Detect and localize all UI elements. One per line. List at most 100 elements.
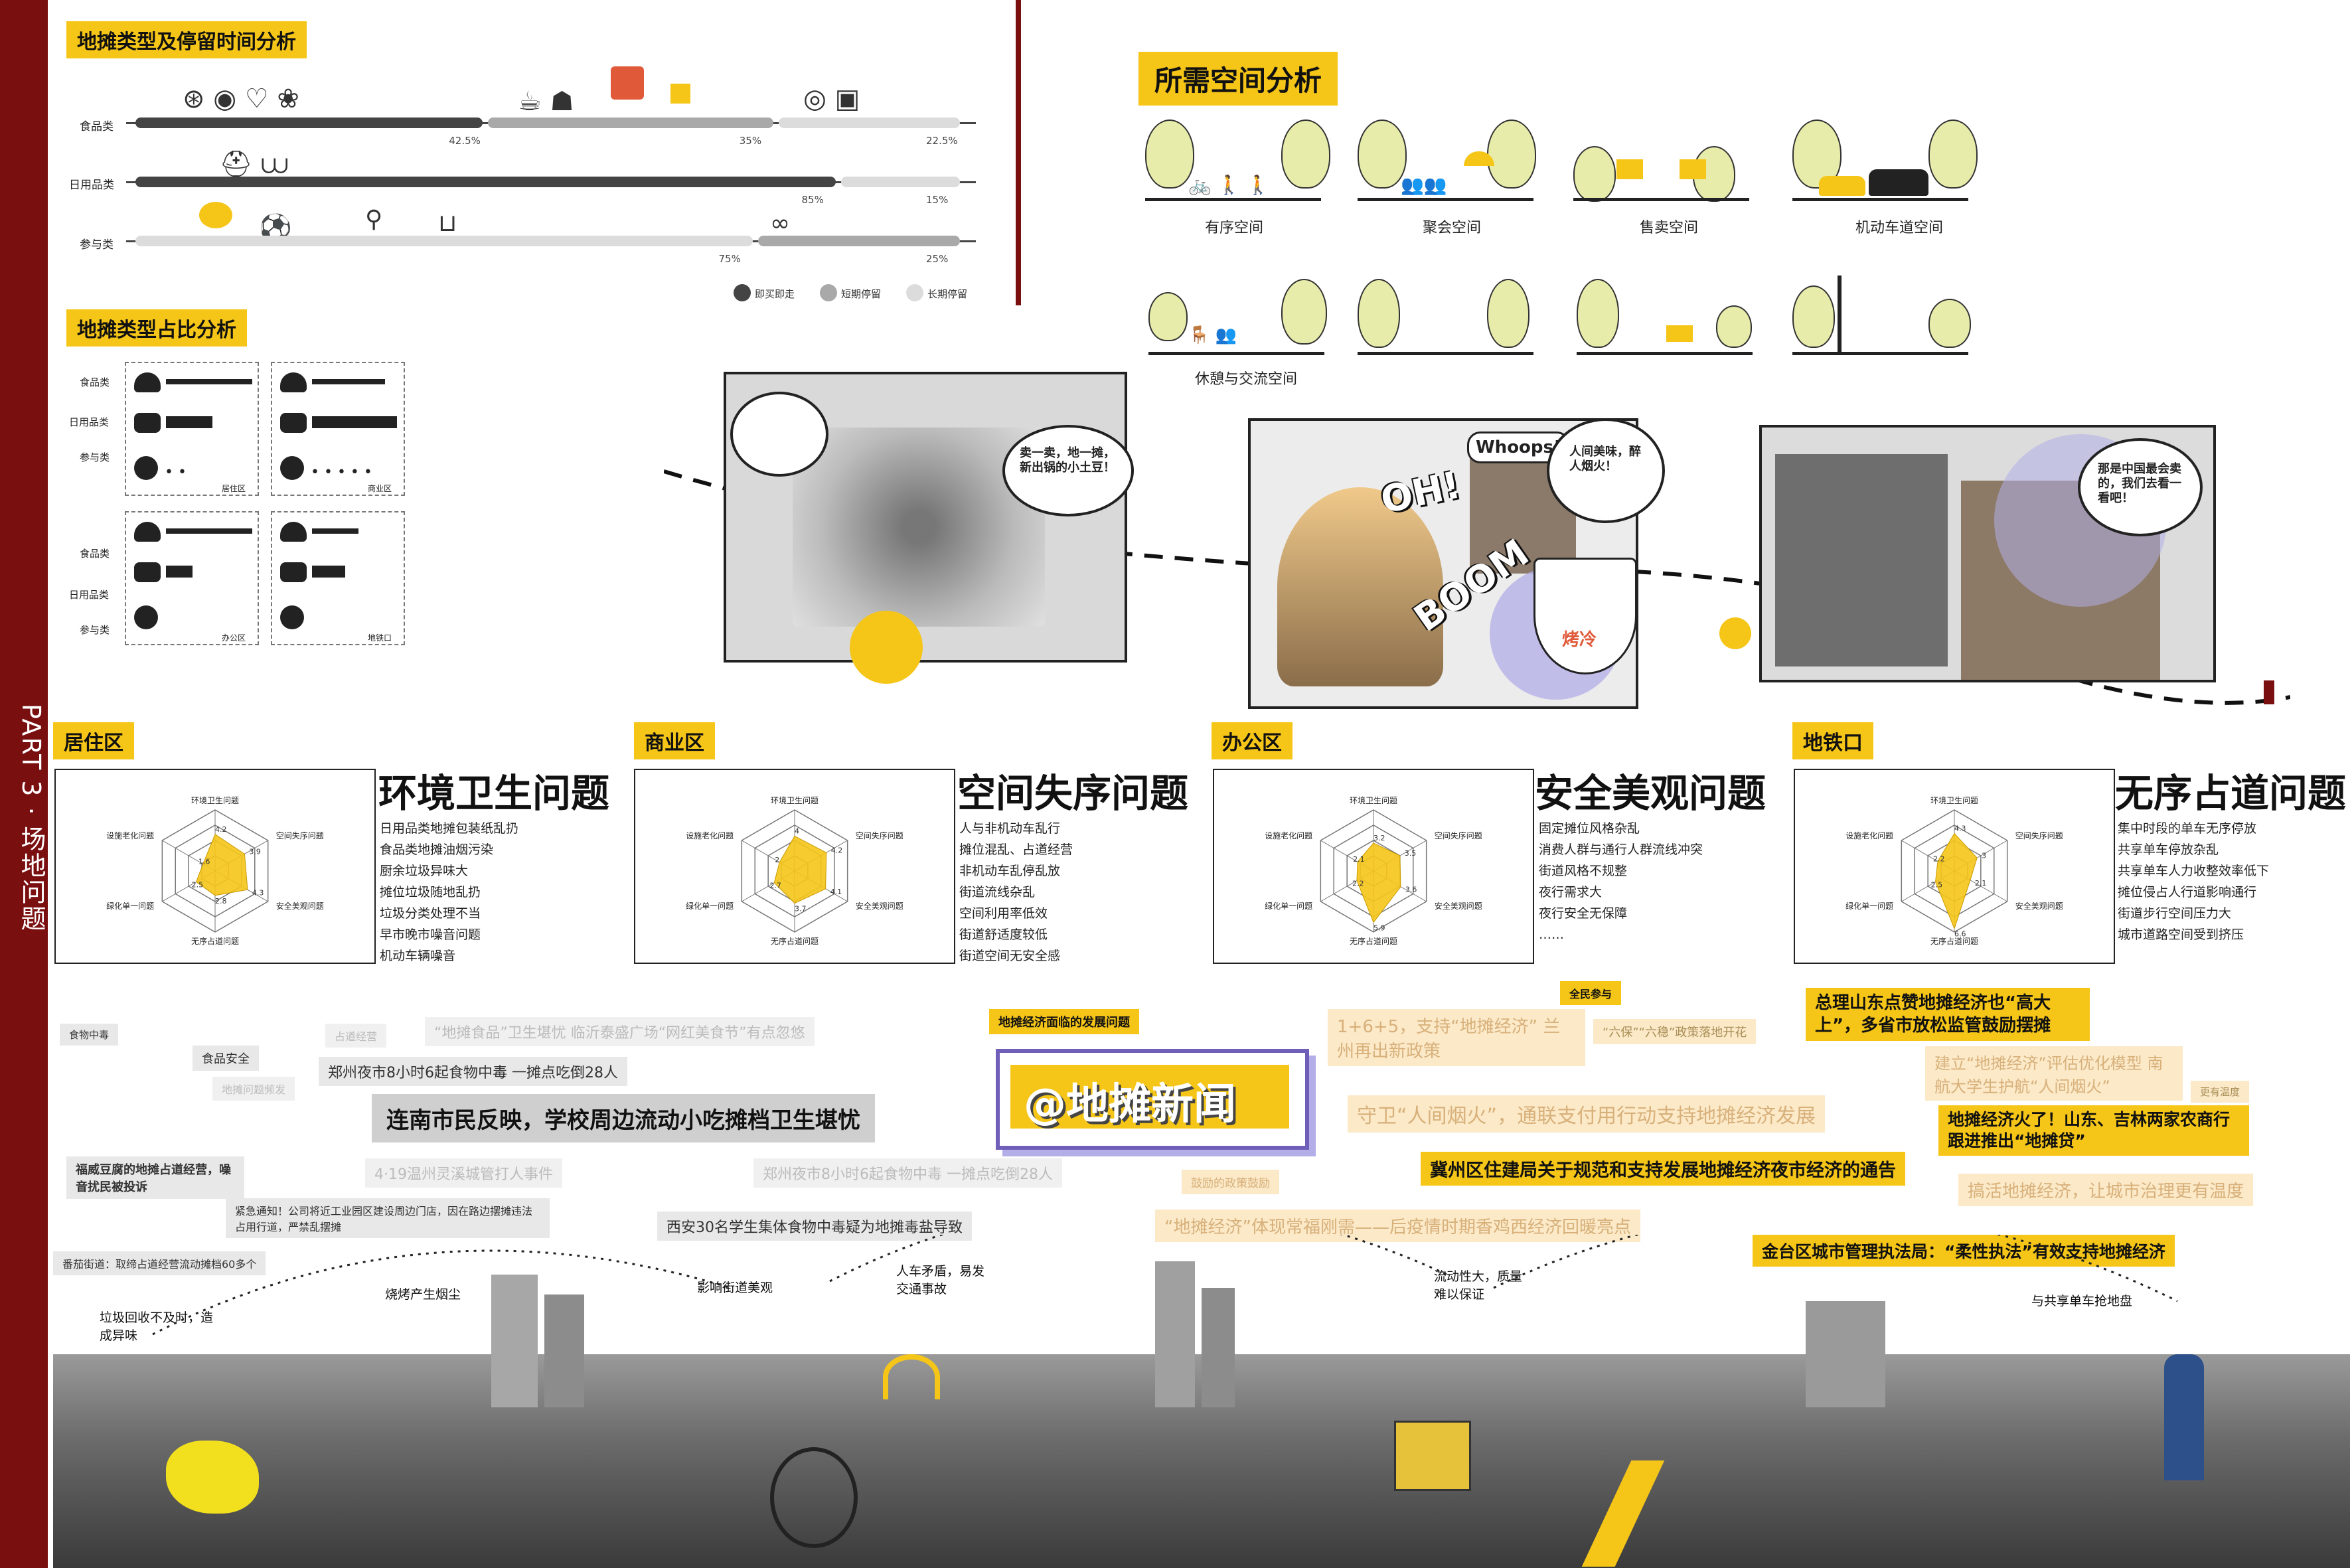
bicycle-icon [770,1447,858,1548]
tree-icon [1281,119,1330,189]
news-snippet: 食物中毒 [60,1024,119,1046]
radar-axis-label: 环境卫生问题 [1350,795,1397,805]
row-label: 日用品类 [69,179,114,192]
news-headline-main: 连南市民反映，学校周边流动小吃摊档卫生堪忧 [372,1094,875,1142]
news-snippet: 紧急通知！公司将近工业园区建设周边门店，因在路边摆摊违法占用行道，严禁乱摆摊 [226,1198,550,1238]
radar-value: 4 [795,826,799,835]
legend-label: 即买即走 [755,288,795,300]
ratio-row-label: 食品类 [80,548,110,560]
radar-area [1935,832,1978,930]
ground-line [1358,352,1533,355]
radar-axis-label: 安全美观问题 [2015,901,2063,911]
radar-value: 4.1 [830,888,842,896]
radar-axis-label: 空间失序问题 [1435,830,1482,840]
problem-list: 人与非机动车乱行 摊位混乱、占道经营 非机动车乱停乱放 街道流线杂乱 空间利用率… [959,818,1073,967]
cheese-icon [670,84,690,104]
tree-icon [1487,279,1529,348]
radar-axis-label: 无序占道问题 [191,936,239,946]
logo-bg [1010,1065,1289,1129]
radar-axis-label: 绿化单一问题 [1265,901,1312,911]
tree-icon [1928,119,1978,189]
problem-title: 无序占道问题 [2115,771,2347,816]
tree-icon [1148,292,1188,341]
people-icons: 🚲 🚶 🚶 [1188,174,1270,196]
radar-value: 2.5 [1931,880,1943,889]
problem-item: 摊位混乱、占道经营 [959,842,1073,857]
zone-tag: 地铁口 [368,633,392,643]
food-cart [1394,1421,1471,1491]
ratio-dots: • • [165,464,187,481]
problem-item: 共享单车人力收整效率低下 [2118,864,2270,878]
pacman-icon [280,605,304,629]
space-label: 休憩与交流空间 [1195,371,1298,388]
police-officer [2164,1354,2204,1480]
zone-tag: 办公区 [222,633,246,643]
news-snippet: 4·19温州灵溪城管打人事件 [365,1158,562,1188]
building-icon [1155,1261,1195,1407]
news-snippet: 鼓励的政策鼓励 [1182,1170,1279,1194]
news-snippet: 金台区城市管理执法局：“柔性执法”有效支持地摊经济 [1753,1235,2175,1267]
problem-item: 早市晚市噪音问题 [380,927,481,942]
radar-value: 2.7 [769,882,781,890]
stall-time-chart: 食品类 日用品类 参与类 ⊛ ◉ ♡ ❀ ☕ ☗ ◎ ▣ ⛑ ⩊ ⚽ ⚲ ⊔ ∞… [66,66,976,305]
radar-value: 3.7 [795,905,807,913]
radar-axis-label: 空间失序问题 [276,830,324,840]
tree-icon [1358,279,1400,348]
problem-item: 食品类地摊油烟污染 [380,842,494,857]
radar-value: 2.5 [192,880,204,889]
ground-line [1148,352,1324,355]
space-label: 售卖空间 [1640,220,1699,236]
problem-item: 日用品类地摊包装纸乱扔 [380,821,519,836]
ground-line [1358,198,1533,201]
smoke-cloud [730,392,828,477]
tree-icon [1716,305,1752,348]
tree-icon [1487,119,1536,189]
news-snippet: 总理山东点赞地摊经济也“高大上”，多省市放松监管鼓励摆摊 [1806,988,2090,1041]
radar-panel: 4.2 3.9 4.3 2.8 2.5 1.6 环境卫生问题空间失序问题 安全美观问题无序占道… [54,769,376,964]
ratio-row-label: 食品类 [80,376,110,388]
ground-line [1792,198,1968,201]
ratio-bar [166,566,193,578]
stall-icon [1616,159,1643,179]
bowl-icon: ◎ ▣ [803,84,860,114]
speech-bubble: 人间美味，醉人烟火！ [1547,418,1665,523]
cart-icon [611,66,644,100]
news-snippet: 更有温度 [2191,1081,2250,1103]
problem-item: 共享单车停放杂乱 [2118,842,2219,857]
radar-axis-label: 环境卫生问题 [191,795,239,805]
radar-value: 5.9 [1373,924,1385,933]
radar-panel: 4 4.2 4.1 3.7 2.7 2 环境卫生问题 空间失序问题 安全美观问题 无序占道问题 绿化… [634,769,955,964]
news-snippet: 番茄街道：取缔占道经营流动摊档60多个 [53,1251,266,1275]
stall-bar-segment [135,177,836,187]
end-marker [2264,680,2274,704]
radar-chart: 4.3 3 2.1 6.6 2.5 2.2 环境卫生问题空间失序问题安全美观问题无序占道问题… [1845,795,2063,946]
radar-value: 2.8 [215,897,227,905]
radar-chart: 4.2 3.9 4.3 2.8 2.5 1.6 环境卫生问题空间失序问题安全美观问题无序占道… [106,795,324,946]
radar-value: 3 [1982,851,1986,860]
ratio-bar [312,528,358,534]
tree-icon [1573,146,1616,202]
pacman-icon [280,456,304,480]
row-label: 参与类 [80,238,114,252]
radar-value: 1.6 [198,857,210,866]
tree-icon [1928,299,1971,348]
stall-bar-pct: 85% [801,194,824,206]
radar-axis-label: 安全美观问题 [276,901,324,911]
problem-item: 消费人群与通行人群流线冲突 [1539,842,1703,857]
paper-roll-icon [280,562,307,582]
ratio-bar [166,416,212,428]
fishing-icon: ⚲ [365,206,383,233]
space-label: 聚会空间 [1423,220,1482,236]
problem-item: 街道空间无安全感 [959,949,1061,963]
news-snippet: “地摊经济”体现常福刚需——后疫情时期香鸡西经济回暖亮点 [1155,1210,1640,1242]
building-icon [491,1275,538,1407]
radar-value: 3.9 [249,847,261,856]
paper-roll-icon [280,413,307,433]
news-snippet: 地摊问题频发 [212,1077,295,1101]
news-snippet: 守卫“人间烟火”，通联支付用行动支持地摊经济发展 [1348,1095,1826,1133]
bubble-text: 人间美味，醉人烟火！ [1569,445,1641,473]
radar-value: 4.3 [252,888,264,897]
radar-axis-label: 设施老化问题 [106,831,154,840]
radar-value: 4.2 [215,825,227,834]
